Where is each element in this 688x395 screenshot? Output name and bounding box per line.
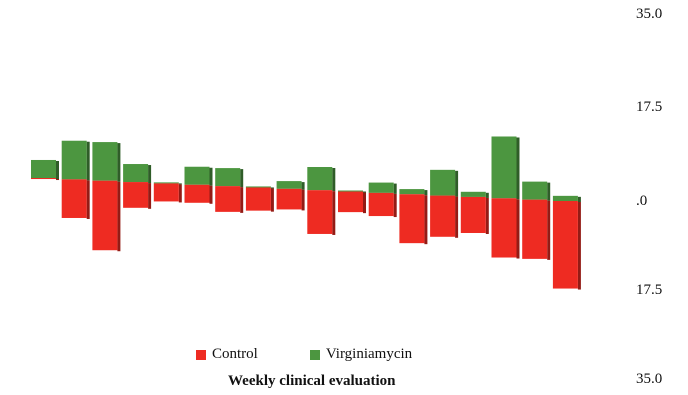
bar-control-17-side <box>547 200 551 260</box>
bar-control-8-side <box>270 188 274 212</box>
bar-virginiamycin-7-side <box>240 169 244 188</box>
bar-control-7-side <box>240 187 244 213</box>
bar-control-12-side <box>393 193 397 218</box>
y-tick-label: .0 <box>636 193 647 209</box>
bar-control-3 <box>92 180 118 251</box>
bar-virginiamycin-16 <box>491 136 517 199</box>
bar-virginiamycin-16-side <box>516 137 520 200</box>
bar-virginiamycin-6-side <box>209 167 213 186</box>
bar-virginiamycin-15 <box>460 191 486 197</box>
bar-control-9 <box>276 188 302 210</box>
bar-virginiamycin-11 <box>338 190 363 192</box>
bar-control-8 <box>245 187 271 211</box>
bar-control-4-side <box>148 183 152 209</box>
bar-virginiamycin-17-side <box>547 182 551 201</box>
bar-control-16-side <box>516 199 520 259</box>
legend-item-control: Control <box>196 346 258 363</box>
bar-virginiamycin-12-side <box>393 183 397 194</box>
legend-item-virginiamycin: Virginiamycin <box>309 346 413 363</box>
bar-virginiamycin-14 <box>430 169 456 196</box>
bar-control-2-side <box>86 180 90 219</box>
y-tick-label: 17.5 <box>636 282 662 298</box>
bar-virginiamycin-9-side <box>301 182 305 190</box>
bar-virginiamycin-4-side <box>148 165 152 184</box>
y-tick-label: 35.0 <box>636 371 662 387</box>
legend-label-control: Control <box>212 346 258 362</box>
bar-virginiamycin-1-side <box>56 160 59 179</box>
legend-label-virginiamycin: Virginiamycin <box>325 346 413 362</box>
bar-control-2 <box>61 179 87 218</box>
bar-control-13 <box>399 194 425 244</box>
bar-virginiamycin-1 <box>31 159 56 178</box>
bar-virginiamycin-17 <box>522 181 548 200</box>
bar-control-7 <box>215 186 241 212</box>
bar-control-5 <box>153 183 179 202</box>
bar-virginiamycin-12 <box>368 182 394 193</box>
bar-virginiamycin-11-side <box>363 191 366 193</box>
bar-control-18-side <box>577 202 581 290</box>
bar-control-5-side <box>178 184 182 203</box>
y-tick-label: 35.0 <box>636 6 662 22</box>
bar-control-6 <box>184 184 210 203</box>
bar-control-6-side <box>209 185 213 204</box>
bar-control-10 <box>307 190 333 234</box>
bar-virginiamycin-18-side <box>577 196 581 202</box>
bar-control-11 <box>338 191 363 213</box>
bar-virginiamycin-15-side <box>485 192 489 198</box>
bar-control-15-side <box>485 197 489 234</box>
bar-virginiamycin-8-side <box>270 187 274 189</box>
bar-virginiamycin-6 <box>184 166 210 185</box>
bar-virginiamycin-10 <box>307 167 333 191</box>
bar-virginiamycin-2-side <box>86 141 90 181</box>
bar-virginiamycin-13-side <box>424 190 428 196</box>
bar-control-1-side <box>56 179 59 181</box>
bar-control-4 <box>123 182 149 208</box>
bar-control-9-side <box>301 189 305 211</box>
bar-control-16 <box>491 198 517 258</box>
legend-swatch-virginiamycin <box>309 349 320 360</box>
legend-swatch-control <box>196 349 206 360</box>
bar-virginiamycin-3 <box>92 142 118 181</box>
bar-control-10-side <box>332 191 336 235</box>
bar-virginiamycin-10-side <box>332 168 336 192</box>
bar-virginiamycin-13 <box>399 189 425 195</box>
x-axis-label: Weekly clinical evaluation <box>228 373 396 389</box>
bar-virginiamycin-7 <box>215 168 241 187</box>
bar-control-13-side <box>424 195 428 245</box>
bar-control-14-side <box>455 196 459 238</box>
legend: Control Virginiamycin <box>196 346 412 363</box>
bar-control-11-side <box>363 192 366 214</box>
bar-virginiamycin-14-side <box>455 170 459 197</box>
bar-control-18 <box>552 201 578 289</box>
bar-control-17 <box>522 199 548 259</box>
bar-virginiamycin-4 <box>123 164 149 183</box>
bar-control-1 <box>31 178 56 180</box>
bar-virginiamycin-18 <box>552 195 578 201</box>
bar-virginiamycin-8 <box>245 186 271 188</box>
bar-virginiamycin-2 <box>61 140 87 180</box>
bar-control-12 <box>368 192 394 217</box>
bar-virginiamycin-9 <box>276 181 302 189</box>
bar-virginiamycin-5-side <box>178 183 182 185</box>
bar-virginiamycin-5 <box>153 182 179 184</box>
bar-control-14 <box>430 195 456 237</box>
bar-control-3-side <box>117 181 121 252</box>
y-tick-label: 17.5 <box>636 99 662 115</box>
bar-virginiamycin-3-side <box>117 143 121 182</box>
bar-control-15 <box>460 196 486 233</box>
